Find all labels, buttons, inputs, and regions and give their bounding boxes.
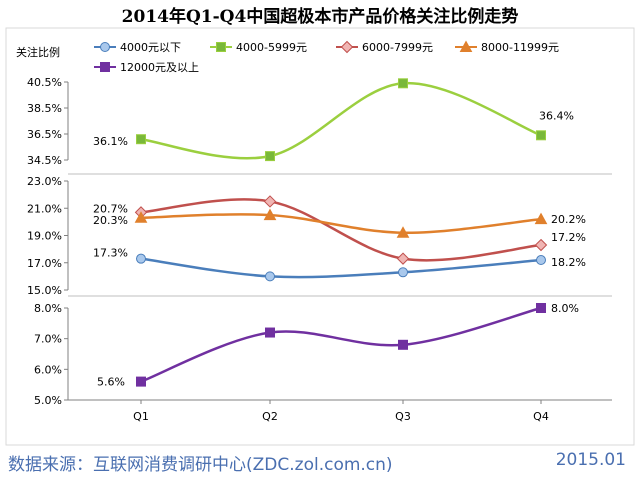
data-label: 17.2%: [551, 231, 586, 244]
data-point: [263, 208, 277, 221]
y-tick-label: 36.5%: [27, 128, 62, 141]
footer: 数据来源：互联网消费调研中心(ZDC.zol.com.cn) 2015.01: [0, 446, 640, 480]
y-tick-label: 38.5%: [27, 102, 62, 115]
data-point: 17.2%: [534, 231, 586, 252]
legend-item: 8000-11999元: [455, 40, 559, 54]
legend-marker: [340, 40, 354, 54]
legend-item: 4000元以下: [94, 41, 181, 54]
series-line: [140, 257, 542, 279]
data-marker: [536, 303, 546, 313]
data-marker: [263, 195, 277, 208]
data-marker: [396, 226, 410, 238]
x-tick-label: Q4: [533, 410, 549, 423]
legend-label: 8000-11999元: [481, 41, 559, 54]
y-tick-label: 23.0%: [27, 175, 62, 188]
legend-marker: [216, 42, 226, 52]
data-marker: [136, 376, 146, 387]
x-tick-label: Q1: [133, 410, 149, 423]
data-label: 20.3%: [93, 214, 128, 227]
data-label: 18.2%: [551, 256, 586, 269]
y-axis-label: 关注比例: [16, 46, 60, 59]
data-point: [265, 151, 275, 162]
data-marker: [534, 238, 548, 252]
series-line: [140, 213, 542, 235]
data-point: 8.0%: [536, 302, 579, 315]
data-label: 5.6%: [97, 376, 125, 389]
data-marker: [536, 255, 546, 266]
y-tick-label: 8.0%: [34, 302, 62, 315]
data-marker: [136, 253, 146, 264]
data-marker: [263, 208, 277, 221]
data-point: [396, 252, 410, 265]
y-tick-label: 19.0%: [27, 230, 62, 243]
chart-plot: 4000元以下 4000-5999元 6000-7999元 8000-11999元 12…: [5, 27, 635, 446]
data-label: 36.4%: [539, 109, 574, 122]
y-tick-label: 15.0%: [27, 284, 62, 297]
data-label: 17.3%: [93, 247, 128, 260]
x-tick-label: Q2: [262, 410, 278, 423]
data-point: 36.4%: [536, 109, 574, 141]
series-line: [140, 198, 542, 262]
data-point: [265, 327, 275, 338]
data-point: [398, 78, 408, 89]
y-tick-label: 17.0%: [27, 257, 62, 270]
data-label: 20.2%: [551, 213, 586, 226]
legend-marker: [100, 42, 110, 52]
y-tick-label: 40.5%: [27, 76, 62, 89]
data-marker: [398, 339, 408, 350]
data-point: 36.1%: [93, 134, 146, 148]
data-marker: [265, 151, 275, 162]
legend-label: 12000元及以上: [120, 61, 199, 74]
data-label: 20.7%: [93, 202, 128, 215]
y-tick-label: 6.0%: [34, 363, 62, 376]
data-point: 18.2%: [536, 255, 586, 269]
data-label: 8.0%: [551, 302, 579, 315]
y-tick-label: 5.0%: [34, 394, 62, 407]
data-marker: [136, 134, 146, 145]
data-marker: [265, 327, 275, 338]
date-text: 2015.01: [555, 450, 626, 470]
data-point: [263, 195, 277, 208]
data-marker: [534, 212, 548, 225]
data-marker: [396, 252, 410, 265]
legend-label: 4000-5999元: [236, 41, 307, 54]
data-marker: [398, 267, 408, 278]
legend-label: 6000-7999元: [362, 41, 433, 54]
y-tick-label: 7.0%: [34, 333, 62, 346]
data-point: 17.3%: [93, 247, 146, 264]
data-point: [398, 267, 408, 278]
y-tick-label: 34.5%: [27, 154, 62, 167]
legend-item: 4000-5999元: [210, 41, 307, 54]
chart-title: 2014年Q1-Q4中国超极本市产品价格关注比例走势: [121, 7, 519, 27]
chart-frame: [5, 27, 635, 446]
series-line: [140, 306, 542, 383]
legend-item: 12000元及以上: [94, 61, 199, 74]
data-point: [265, 271, 275, 282]
data-marker: [398, 78, 408, 89]
data-marker: [134, 211, 148, 223]
data-source-text: 数据来源：互联网消费调研中心(ZDC.zol.com.cn): [8, 455, 393, 475]
data-point: [398, 339, 408, 350]
legend-marker: [459, 40, 473, 52]
legend-marker: [100, 62, 110, 72]
series-line: [140, 82, 542, 160]
data-marker: [265, 271, 275, 282]
data-point: 20.3%: [93, 211, 148, 227]
x-tick-label: Q3: [395, 410, 411, 423]
data-point: [396, 226, 410, 238]
legend-label: 4000元以下: [120, 41, 181, 54]
legend-item: 6000-7999元: [336, 40, 433, 54]
y-tick-label: 21.0%: [27, 202, 62, 215]
data-point: 20.2%: [534, 212, 586, 226]
data-marker: [536, 130, 546, 141]
data-point: 5.6%: [97, 376, 146, 389]
data-label: 36.1%: [93, 135, 128, 148]
